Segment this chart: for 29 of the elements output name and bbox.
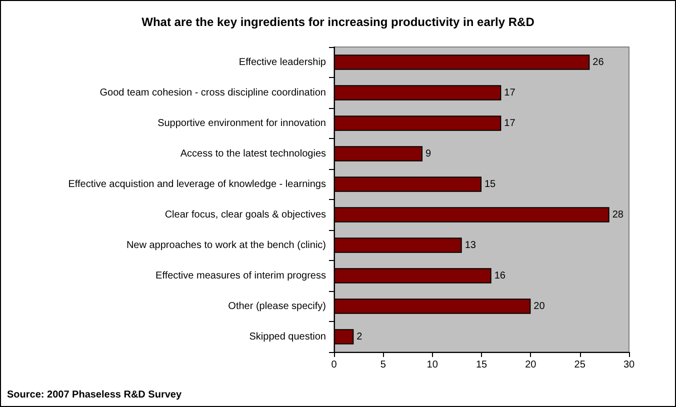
x-tick-label: 30 <box>623 360 635 370</box>
x-tick-label: 15 <box>476 360 488 370</box>
data-label: 16 <box>494 270 506 282</box>
data-label: 20 <box>534 300 546 312</box>
x-tick-label: 5 <box>380 360 386 370</box>
y-tick-label: New approaches to work at the bench (clinic) <box>126 240 326 251</box>
y-tick-label: Good team cohesion - cross discipline coordination <box>100 87 326 98</box>
y-tick-label: Other (please specify) <box>228 300 326 312</box>
y-tick-label: Effective acquistion and leverage of knowledge - learnings <box>68 178 326 190</box>
source-note: Source: 2007 Phaseless R&D Survey <box>7 390 182 400</box>
x-tick-label: 25 <box>574 360 586 370</box>
y-tick-label: Clear focus, clear goals & objectives <box>164 209 326 220</box>
data-label: 15 <box>484 178 496 190</box>
chart-title: What are the key ingredients for increasing productivity in early R&D <box>142 15 535 29</box>
y-tick-label: Effective measures of interim progress <box>156 270 326 282</box>
data-label: 17 <box>504 87 516 98</box>
y-tick-label: Supportive environment for innovation <box>158 118 326 129</box>
data-label: 17 <box>504 118 516 129</box>
data-label: 2 <box>356 331 363 342</box>
data-label: 28 <box>612 209 624 220</box>
x-tick-label: 10 <box>426 360 438 370</box>
y-tick-label: Effective leadership <box>238 56 326 68</box>
data-label: 26 <box>592 56 604 68</box>
data-label: 9 <box>426 148 432 160</box>
x-tick-label: 0 <box>331 360 338 370</box>
data-label: 13 <box>464 240 476 251</box>
y-tick-label: Access to the latest technologies <box>180 148 326 160</box>
y-tick-label: Skipped question <box>249 331 326 342</box>
x-tick-label: 20 <box>525 360 537 370</box>
